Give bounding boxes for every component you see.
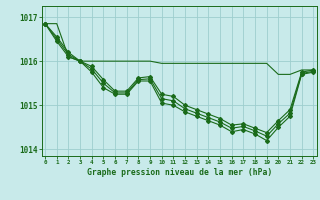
X-axis label: Graphe pression niveau de la mer (hPa): Graphe pression niveau de la mer (hPa) (87, 168, 272, 177)
